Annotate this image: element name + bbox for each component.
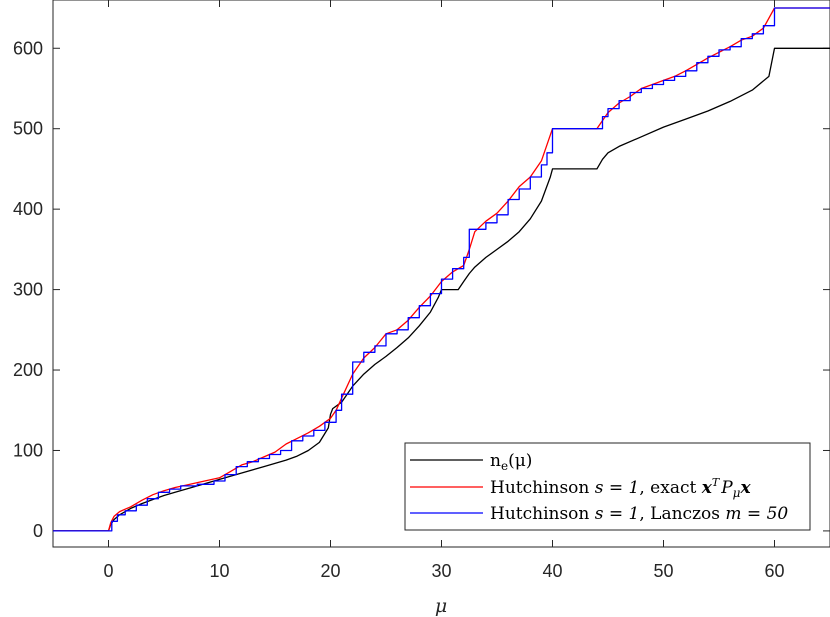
x-tick-label: 60 [764, 561, 784, 581]
x-axis-ticks: 0 10 20 30 40 50 60 [103, 0, 785, 581]
y-axis-ticks: 0 100 200 300 400 500 600 [13, 38, 830, 541]
y-tick-label: 500 [13, 119, 43, 139]
x-axis-label: μ [435, 595, 447, 617]
legend-entry-ne: ne(μ) [490, 451, 532, 473]
x-tick-label: 0 [103, 561, 113, 581]
x-tick-label: 40 [542, 561, 562, 581]
legend-entry-exact: Hutchinson s = 1, exact xT Pμx [490, 476, 751, 500]
x-tick-label: 10 [209, 561, 229, 581]
legend-entry-lanczos: Hutchinson s = 1, Lanczos m = 50 [490, 504, 788, 524]
y-tick-label: 400 [13, 199, 43, 219]
legend: ne(μ) Hutchinson s = 1, exact xT Pμx Hutc… [404, 442, 811, 531]
y-tick-label: 200 [13, 360, 43, 380]
y-tick-label: 0 [33, 521, 43, 541]
y-tick-label: 300 [13, 280, 43, 300]
x-tick-label: 20 [320, 561, 340, 581]
series-line-lanczos [53, 7, 830, 532]
series-layer [53, 7, 830, 532]
x-tick-label: 30 [431, 561, 451, 581]
y-tick-label: 100 [13, 440, 43, 460]
x-tick-label: 50 [653, 561, 673, 581]
y-tick-label: 600 [13, 38, 43, 58]
series-line-ne [53, 47, 830, 532]
